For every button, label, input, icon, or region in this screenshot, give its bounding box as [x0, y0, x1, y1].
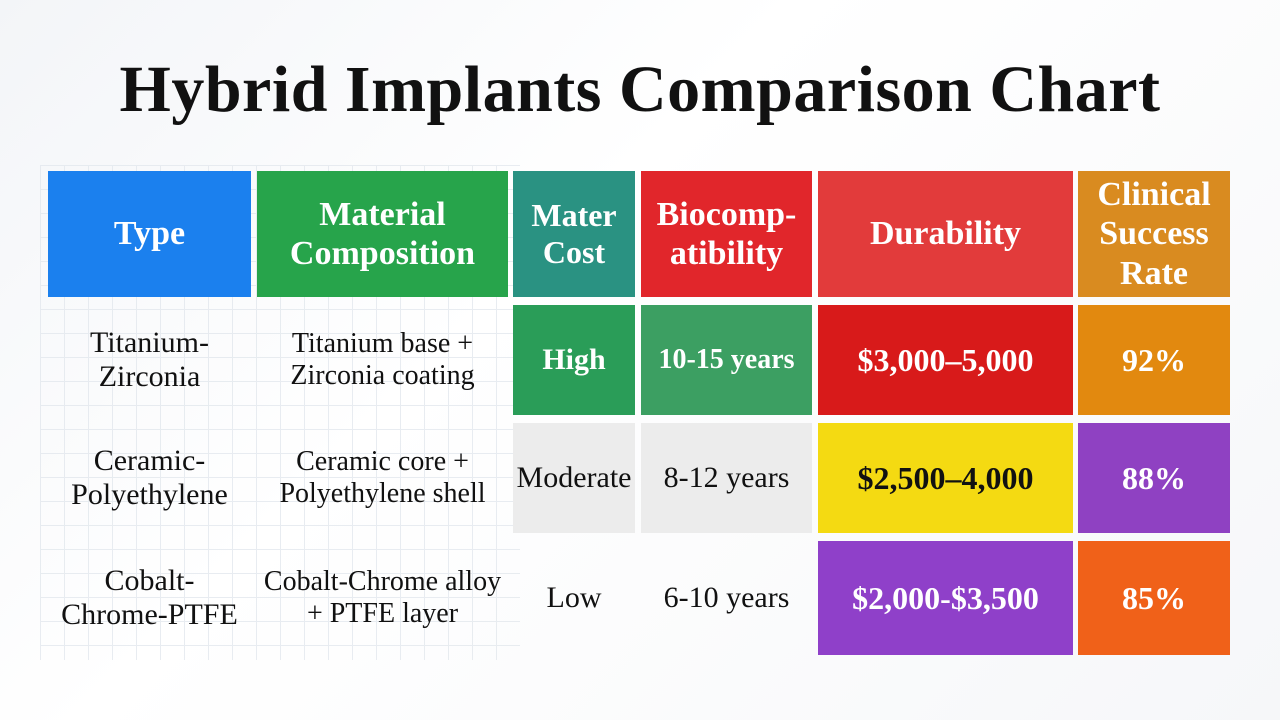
table-cell: Titanium base + Zirconia coating — [290, 327, 475, 391]
title: Hybrid Implants Comparison Chart — [119, 53, 1161, 126]
table-cell: Ceramic core + Polyethylene shell — [279, 445, 486, 509]
table-cell: 92% — [1078, 305, 1230, 415]
header-cell: Durability — [818, 171, 1073, 297]
table-cell: $2,000-$3,500 — [818, 541, 1073, 655]
table-cell: 88% — [1078, 423, 1230, 533]
table-cell: Moderate — [513, 423, 635, 533]
table-cell: Cobalt-Chrome alloy + PTFE layer — [263, 565, 502, 629]
header-cell: Material Composition — [257, 171, 508, 297]
header-cell: Biocomp-atibility — [641, 171, 812, 297]
table-cell: $3,000–5,000 — [818, 305, 1073, 415]
table-cell: Titanium-Zirconia — [90, 325, 209, 394]
table-cell: 8-12 years — [641, 423, 812, 533]
table-cell: Low — [546, 580, 602, 614]
header-cell: Type — [48, 171, 251, 297]
table-cell: $2,500–4,000 — [818, 423, 1073, 533]
table-cell: Ceramic-Polyethylene — [71, 443, 228, 512]
table-cell: High — [513, 305, 635, 415]
table-cell: 10-15 years — [641, 305, 812, 415]
table-cell: 85% — [1078, 541, 1230, 655]
header-cell: Clinical Success Rate — [1078, 171, 1230, 297]
table-cell: 6-10 years — [663, 580, 790, 614]
header-cell: Mater Cost — [513, 171, 635, 297]
table-cell: Cobalt-Chrome-PTFE — [61, 563, 238, 632]
